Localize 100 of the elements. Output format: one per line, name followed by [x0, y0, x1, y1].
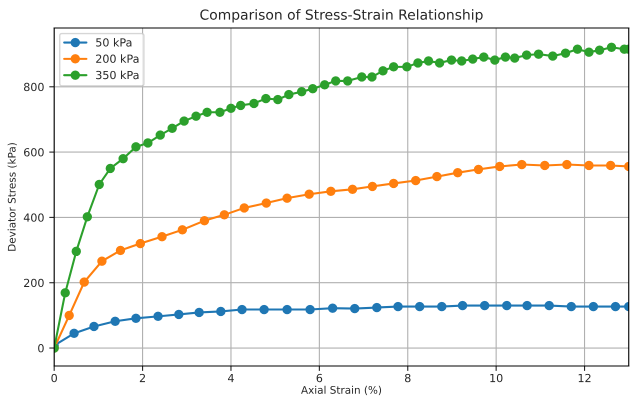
point [106, 164, 115, 174]
point [72, 246, 81, 256]
point [610, 302, 620, 312]
point [510, 53, 520, 63]
point [273, 94, 283, 104]
point [97, 256, 107, 266]
point [522, 300, 532, 310]
point [296, 86, 306, 96]
point [143, 138, 153, 148]
point [388, 178, 398, 188]
point [168, 124, 177, 133]
point [220, 210, 230, 220]
point [89, 322, 99, 332]
point [388, 62, 398, 72]
point [350, 304, 360, 314]
point [437, 302, 446, 312]
legend-label: 200 kPa [96, 54, 138, 63]
point [320, 80, 330, 90]
point [237, 304, 247, 314]
point [328, 304, 338, 313]
point [308, 84, 318, 94]
point [116, 246, 126, 256]
point [249, 98, 259, 108]
point [572, 44, 582, 54]
point [468, 54, 478, 64]
point [69, 328, 79, 338]
point [588, 302, 598, 312]
point [131, 314, 141, 324]
point [502, 300, 512, 310]
y-tick-label: 800 [24, 82, 44, 92]
point [367, 72, 377, 82]
x-tick-label: 12 [578, 374, 590, 382]
point [282, 193, 292, 203]
point [262, 198, 272, 208]
point [566, 302, 576, 312]
x-tick-label: 2 [140, 374, 145, 382]
x-tick-label: 6 [316, 374, 322, 382]
point [411, 176, 420, 186]
point [261, 94, 271, 104]
point [226, 104, 236, 114]
point [393, 302, 403, 312]
point [284, 90, 294, 100]
point [548, 51, 558, 61]
point [402, 62, 412, 72]
chart-title: Comparison of Stress-Strain Relationship [200, 9, 483, 23]
point [474, 164, 484, 174]
point [517, 160, 526, 170]
point [560, 48, 570, 58]
point [479, 52, 488, 62]
point [456, 56, 466, 66]
point [446, 55, 456, 65]
x-axis-title: Axial Strain (%) [301, 386, 382, 396]
point [236, 100, 246, 110]
legend-label: 350 kPa [96, 70, 138, 80]
point [424, 56, 434, 66]
point [495, 162, 504, 172]
y-tick-label: 400 [24, 213, 44, 222]
point [178, 225, 188, 235]
point [110, 316, 120, 326]
point [348, 184, 358, 194]
legend-label: 50 kPa [96, 38, 132, 47]
point [368, 182, 378, 192]
point [153, 312, 163, 322]
point [434, 58, 444, 68]
point [240, 203, 249, 213]
point [534, 49, 544, 59]
point [522, 50, 532, 60]
point [64, 310, 74, 320]
point [82, 212, 92, 222]
point [606, 42, 616, 52]
point [80, 277, 89, 287]
point [544, 300, 554, 310]
x-tick-label: 10 [490, 374, 502, 382]
point [331, 76, 340, 86]
point [131, 142, 141, 152]
point [342, 76, 352, 86]
point [305, 304, 315, 314]
point [157, 232, 167, 242]
point [606, 160, 616, 170]
point [432, 172, 442, 182]
point [378, 66, 388, 76]
point [594, 46, 604, 55]
point [156, 130, 165, 140]
point [94, 180, 104, 190]
point [413, 58, 423, 68]
point [194, 308, 204, 318]
y-tick-label: 600 [24, 148, 44, 156]
point [372, 302, 382, 312]
point [202, 108, 212, 117]
point [136, 238, 146, 248]
y-axis-title: Deviator Stress (kPa) [8, 143, 17, 251]
point [174, 310, 184, 320]
point [584, 160, 594, 170]
point [282, 304, 292, 314]
point [453, 168, 462, 178]
point [200, 216, 210, 226]
point [458, 300, 468, 310]
point [584, 47, 594, 57]
point [118, 154, 128, 164]
point [500, 52, 510, 62]
